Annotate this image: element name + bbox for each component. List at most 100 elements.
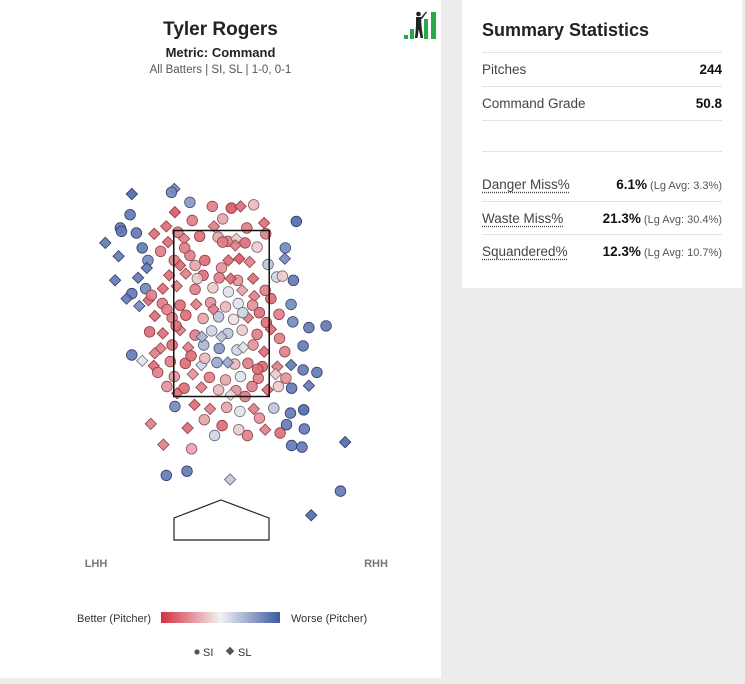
pitch-si-marker: [274, 427, 286, 439]
pitch-si-marker: [252, 363, 264, 375]
pitch-si-marker: [220, 401, 233, 414]
pitch-si-marker: [334, 485, 347, 497]
pitch-sl-marker: [189, 298, 203, 311]
pitch-sl-marker: [112, 249, 125, 263]
pitch-sl-marker: [247, 402, 260, 416]
logo-bar: [431, 12, 436, 39]
rhh-label: RHH: [364, 558, 388, 570]
legend-si-label: SI: [203, 647, 213, 659]
pitch-si-marker: [247, 339, 259, 351]
pitch-si-marker: [285, 382, 298, 394]
pitch-markers: [99, 182, 352, 522]
squandered-label[interactable]: Squandered%: [482, 244, 568, 259]
league-average: (Lg Avg: 3.3%): [650, 180, 722, 192]
pitch-si-marker: [233, 424, 245, 436]
stat-value: 21.3% (Lg Avg: 30.4%): [602, 211, 722, 226]
pitch-sl-marker: [224, 388, 237, 402]
pitch-si-marker: [115, 225, 128, 238]
pitch-si-marker: [172, 226, 184, 238]
pitch-si-marker: [212, 384, 225, 396]
pitch-sl-marker: [203, 402, 217, 416]
danger-miss-label[interactable]: Danger Miss%: [482, 177, 570, 192]
pitch-si-marker: [207, 282, 219, 294]
pitch-si-marker: [297, 340, 309, 352]
stat-row-waste-miss[interactable]: Waste Miss% 21.3% (Lg Avg: 30.4%): [482, 201, 722, 235]
pitch-si-marker: [126, 349, 138, 361]
pitch-si-marker: [212, 311, 225, 323]
pitch-si-marker: [251, 328, 263, 341]
pitch-si-marker: [160, 469, 173, 482]
legend-si-marker: [194, 649, 200, 655]
strike-zone: [173, 229, 270, 398]
pitch-sl-marker: [233, 252, 246, 265]
pitch-sl-marker: [135, 354, 149, 368]
pitch-si-marker: [234, 405, 246, 418]
waste-miss-label[interactable]: Waste Miss%: [482, 211, 564, 226]
pitch-sl-marker: [148, 347, 162, 360]
pitch-si-marker: [234, 370, 247, 383]
pitch-si-marker: [154, 245, 167, 258]
pitch-sl-marker: [148, 309, 162, 323]
pitch-sl-marker: [284, 358, 298, 372]
stat-row-squandered[interactable]: Squandered% 12.3% (Lg Avg: 10.7%): [482, 234, 722, 268]
pitch-sl-marker: [223, 473, 237, 486]
pitch-si-marker: [285, 298, 297, 311]
pitch-si-marker: [161, 380, 173, 393]
pitch-sl-marker: [221, 356, 235, 369]
pitch-si-marker: [259, 284, 271, 297]
stat-row-command-grade: Command Grade 50.8: [482, 86, 722, 120]
pitch-sl-marker: [264, 323, 278, 336]
pitch-si-marker: [298, 423, 311, 435]
pitch-sl-marker: [181, 421, 194, 435]
pitch-si-marker: [287, 316, 299, 328]
pitch-si-marker: [145, 289, 158, 301]
pitch-si-marker: [296, 441, 308, 453]
color-scale-bar: [161, 612, 280, 623]
pitch-si-marker: [130, 227, 143, 239]
home-plate: [173, 499, 270, 541]
stat-row-danger-miss[interactable]: Danger Miss% 6.1% (Lg Avg: 3.3%): [482, 168, 722, 201]
pitch-location-plot: LHH RHH Better (Pitcher) Worse (Pitcher)…: [77, 182, 388, 659]
pitch-si-marker: [170, 320, 182, 332]
pitch-si-marker: [216, 419, 228, 432]
pitch-si-marker: [239, 237, 251, 249]
pitch-si-marker: [185, 350, 197, 362]
pitch-si-marker: [280, 372, 292, 384]
pitch-si-marker: [265, 292, 277, 305]
pitch-si-marker: [213, 272, 225, 284]
pitch-sl-marker: [133, 299, 146, 313]
pitch-sl-marker: [160, 220, 173, 233]
scale-low-label: Better (Pitcher): [77, 613, 151, 625]
logo-bar: [424, 19, 428, 39]
pitch-sl-marker: [120, 292, 133, 305]
pitch-si-marker: [186, 214, 198, 227]
pitch-sl-marker: [186, 367, 200, 381]
pitch-si-marker: [199, 254, 211, 267]
pitch-sl-marker: [257, 345, 271, 358]
logo-bar: [404, 35, 408, 39]
pitch-sl-marker: [248, 289, 261, 303]
pitch-si-marker: [215, 262, 228, 274]
pitch-sl-marker: [162, 269, 176, 282]
pitch-sl-marker: [125, 187, 139, 201]
lhh-label: LHH: [85, 558, 108, 570]
pitch-si-marker: [199, 352, 211, 365]
pitch-sl-marker: [140, 261, 154, 275]
pitch-si-marker: [237, 307, 249, 319]
pitch-sl-marker: [215, 330, 228, 343]
pitch-si-marker: [124, 208, 136, 221]
pitch-si-marker: [241, 429, 254, 442]
stat-separator: [482, 120, 722, 152]
pitch-sl-marker: [229, 239, 242, 252]
pitch-si-marker: [180, 309, 192, 321]
pitch-si-marker: [203, 371, 216, 384]
pitch-sl-marker: [147, 227, 161, 241]
stat-row-pitches: Pitches 244: [482, 52, 722, 86]
pitch-si-marker: [280, 419, 293, 431]
stat-value: 50.8: [695, 96, 722, 111]
stat-value: 12.3% (Lg Avg: 10.7%): [602, 244, 722, 259]
pitch-si-marker: [222, 286, 235, 298]
pitch-si-marker: [253, 307, 266, 319]
pitch-sl-marker: [144, 417, 158, 431]
pitch-si-marker: [213, 342, 225, 355]
